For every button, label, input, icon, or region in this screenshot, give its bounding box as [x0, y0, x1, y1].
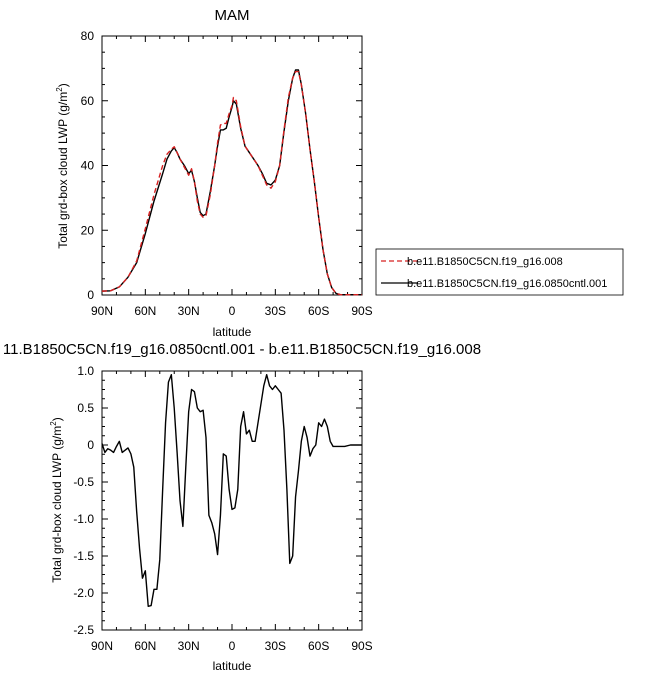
bottom-x-tick-label: 90N — [91, 639, 113, 653]
bottom-y-tick-label: 0.5 — [77, 401, 94, 415]
top-series-line-1 — [101, 70, 362, 296]
bottom-y-tick-label: -2.5 — [73, 623, 94, 637]
top-x-tick-label: 90N — [91, 304, 113, 318]
bottom-y-axis-label-close: ) — [50, 417, 64, 421]
bottom-x-tick-label: 90S — [351, 639, 372, 653]
top-y-axis-label-main: Total grd-box cloud LWP (g/m — [56, 92, 70, 249]
bottom-x-tick-label: 60N — [134, 639, 156, 653]
bottom-x-tick-label: 30S — [265, 639, 286, 653]
legend-box — [375, 248, 624, 296]
bottom-y-tick-label: 1.0 — [77, 364, 94, 378]
top-series-layer — [101, 69, 362, 296]
bottom-x-tick-label: 0 — [229, 639, 236, 653]
bottom-series-layer — [101, 374, 362, 608]
top-x-tick-label: 60N — [134, 304, 156, 318]
bottom-ticks: 90N 60N 30N 0 30S 60S 90S 1.0 0.5 0 -0.5 -1.0 -1.5 -2… — [73, 364, 372, 653]
bottom-panel: 11.B1850C5CN.f19_g16.0850cntl.001 - b.e1… — [3, 341, 481, 673]
bottom-x-axis-label: latitude — [213, 659, 252, 673]
legend-label-series-2: b.e11.B1850C5CN.f19_g16.0850cntl.001 — [407, 278, 607, 290]
top-y-tick-label: 20 — [81, 223, 95, 237]
top-y-axis-label-sup: 2 — [55, 87, 64, 92]
top-series-line-2 — [101, 69, 362, 296]
top-panel-title: MAM — [215, 7, 250, 24]
top-y-axis-label-close: ) — [56, 83, 70, 87]
top-y-tick-label: 60 — [81, 94, 95, 108]
top-y-axis-label: Total grd-box cloud LWP (g/m2) — [55, 83, 70, 248]
bottom-y-tick-label: -2.0 — [73, 586, 94, 600]
top-y-tick-label: 40 — [81, 159, 95, 173]
bottom-series-line-1 — [101, 374, 362, 608]
top-plot-frame — [101, 35, 363, 296]
top-ticks: 90N 60N 30N 0 30S 60S 90S 0 20 40 60 80 — [81, 29, 373, 318]
top-y-tick-label: 80 — [81, 29, 95, 43]
legend: b.e11.B1850C5CN.f19_g16.008 b.e11.B1850C… — [375, 248, 624, 296]
top-y-tick-label: 0 — [87, 288, 94, 302]
bottom-y-axis-label: Total grd-box cloud LWP (g/m2) — [49, 417, 64, 582]
bottom-x-tick-label: 60S — [308, 639, 329, 653]
bottom-y-tick-label: -0.5 — [73, 475, 94, 489]
bottom-x-tick-label: 30N — [178, 639, 200, 653]
top-panel: MAM 90N 60N 30N 0 30S 60S 90S 0 20 40 60 80 latitud… — [55, 7, 624, 339]
top-x-tick-label: 0 — [229, 304, 236, 318]
top-x-tick-label: 30S — [265, 304, 286, 318]
bottom-plot-frame — [101, 370, 363, 631]
bottom-y-tick-label: -1.0 — [73, 512, 94, 526]
bottom-y-tick-label: 0 — [87, 438, 94, 452]
top-x-tick-label: 30N — [178, 304, 200, 318]
bottom-y-axis-label-main: Total grd-box cloud LWP (g/m — [50, 426, 64, 583]
bottom-y-tick-label: -1.5 — [73, 549, 94, 563]
top-x-tick-label: 60S — [308, 304, 329, 318]
legend-label-series-1: b.e11.B1850C5CN.f19_g16.008 — [407, 256, 563, 268]
bottom-panel-title: 11.B1850C5CN.f19_g16.0850cntl.001 - b.e1… — [3, 341, 481, 358]
top-x-tick-label: 90S — [351, 304, 372, 318]
top-x-axis-label: latitude — [213, 325, 252, 339]
bottom-y-axis-label-sup: 2 — [49, 421, 58, 426]
